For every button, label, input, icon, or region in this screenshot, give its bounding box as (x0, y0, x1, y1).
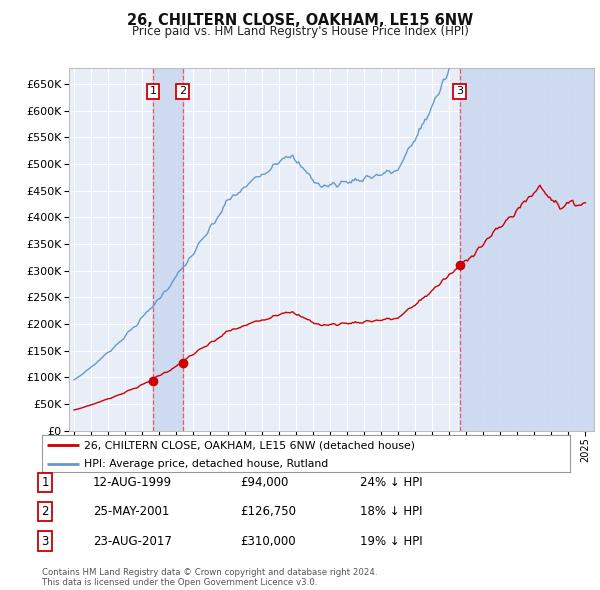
Text: 3: 3 (456, 87, 463, 96)
Text: HPI: Average price, detached house, Rutland: HPI: Average price, detached house, Rutl… (84, 459, 328, 469)
Text: 26, CHILTERN CLOSE, OAKHAM, LE15 6NW (detached house): 26, CHILTERN CLOSE, OAKHAM, LE15 6NW (de… (84, 440, 415, 450)
Text: £126,750: £126,750 (240, 505, 296, 518)
Text: Price paid vs. HM Land Registry's House Price Index (HPI): Price paid vs. HM Land Registry's House … (131, 25, 469, 38)
Text: 2: 2 (41, 505, 49, 518)
Bar (460, 68, 594, 431)
Text: 19% ↓ HPI: 19% ↓ HPI (360, 535, 422, 548)
Text: 23-AUG-2017: 23-AUG-2017 (93, 535, 172, 548)
Text: £310,000: £310,000 (240, 535, 296, 548)
Text: £94,000: £94,000 (240, 476, 289, 489)
Text: 1: 1 (41, 476, 49, 489)
Bar (153, 68, 183, 431)
Text: 2: 2 (179, 87, 187, 96)
Text: 24% ↓ HPI: 24% ↓ HPI (360, 476, 422, 489)
Text: Contains HM Land Registry data © Crown copyright and database right 2024.
This d: Contains HM Land Registry data © Crown c… (42, 568, 377, 587)
Text: 3: 3 (41, 535, 49, 548)
Text: 26, CHILTERN CLOSE, OAKHAM, LE15 6NW: 26, CHILTERN CLOSE, OAKHAM, LE15 6NW (127, 13, 473, 28)
Text: 1: 1 (149, 87, 157, 96)
Text: 18% ↓ HPI: 18% ↓ HPI (360, 505, 422, 518)
Text: 25-MAY-2001: 25-MAY-2001 (93, 505, 169, 518)
Text: 12-AUG-1999: 12-AUG-1999 (93, 476, 172, 489)
